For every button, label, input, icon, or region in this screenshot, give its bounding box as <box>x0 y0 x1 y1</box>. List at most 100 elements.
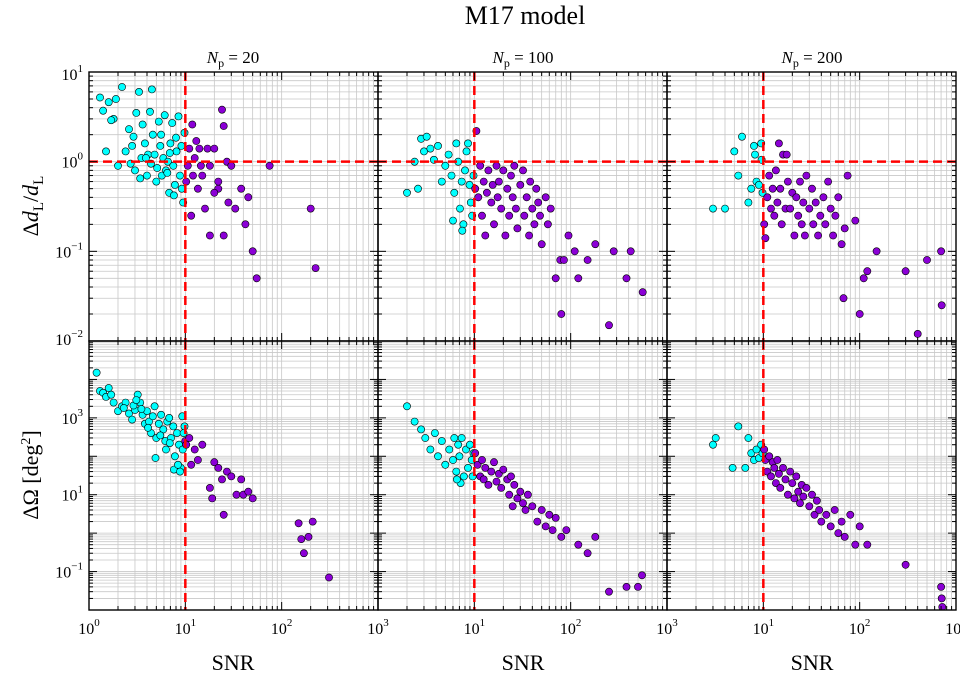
data-point <box>622 274 631 283</box>
data-point <box>536 211 544 220</box>
data-point <box>176 467 184 476</box>
points <box>709 422 947 610</box>
data-point <box>174 112 183 121</box>
data-point <box>154 117 163 126</box>
data-point <box>923 256 931 264</box>
data-point <box>837 240 846 249</box>
data-point <box>224 198 233 207</box>
data-point <box>494 177 503 186</box>
data-point <box>808 184 816 193</box>
data-point <box>104 384 113 392</box>
data-point <box>638 288 647 297</box>
data-point <box>447 171 456 180</box>
data-point <box>136 174 145 183</box>
data-point <box>168 119 177 127</box>
data-point <box>185 144 194 153</box>
data-point <box>775 139 783 148</box>
data-point <box>626 247 635 256</box>
data-point <box>119 404 128 412</box>
data-point <box>147 85 156 94</box>
data-point <box>403 188 411 197</box>
data-point <box>937 247 945 256</box>
data-point <box>417 425 425 434</box>
ticks <box>377 340 668 611</box>
data-point <box>497 204 506 213</box>
data-point <box>297 535 306 543</box>
data-point <box>564 231 573 240</box>
data-point <box>814 231 822 240</box>
data-point <box>465 440 474 449</box>
data-point <box>476 161 485 170</box>
data-point <box>188 120 197 129</box>
data-point <box>730 147 739 156</box>
data-point <box>751 150 759 159</box>
data-point <box>176 171 184 180</box>
panel-frame <box>666 340 957 611</box>
data-point <box>537 240 546 249</box>
data-point <box>709 440 717 449</box>
data-point <box>99 106 107 115</box>
data-point <box>479 177 488 186</box>
data-point <box>157 410 165 419</box>
data-point <box>796 177 804 186</box>
data-point <box>544 220 552 229</box>
y-tick-label: 101 <box>62 484 84 505</box>
data-point <box>750 141 758 150</box>
data-point <box>474 193 483 202</box>
data-point <box>843 171 852 180</box>
data-point <box>510 161 519 170</box>
data-point <box>921 609 924 610</box>
data-point <box>198 171 207 180</box>
data-point <box>459 472 468 481</box>
data-point <box>222 467 231 476</box>
data-point <box>208 494 217 503</box>
data-point <box>840 224 849 233</box>
data-point <box>528 204 537 213</box>
data-point <box>799 492 808 501</box>
x-tick-label: 100 <box>78 617 100 638</box>
data-point <box>169 422 178 431</box>
data-point <box>721 204 729 213</box>
data-point <box>548 526 557 534</box>
data-point <box>462 147 471 156</box>
data-point <box>102 147 110 156</box>
data-point <box>410 417 419 426</box>
points <box>96 83 320 283</box>
data-point <box>177 141 186 150</box>
data-point <box>503 184 512 193</box>
x-tick-label: 102 <box>271 617 293 638</box>
data-point <box>796 499 804 508</box>
data-point <box>437 437 446 445</box>
data-point <box>516 180 525 189</box>
data-point <box>174 460 182 469</box>
y-tick-label: 100 <box>62 151 84 172</box>
points <box>403 402 646 596</box>
data-point <box>786 467 795 476</box>
data-point <box>210 188 219 197</box>
data-point <box>135 88 143 96</box>
data-point <box>508 193 517 202</box>
data-point <box>422 132 431 141</box>
x-tick-label: 101 <box>175 617 197 638</box>
data-point <box>937 594 946 603</box>
data-point <box>901 560 910 569</box>
data-point <box>507 472 515 481</box>
data-point <box>541 193 550 202</box>
data-point <box>528 502 537 511</box>
data-point <box>445 445 454 454</box>
data-point <box>516 487 525 496</box>
data-point <box>728 463 737 472</box>
data-point <box>464 139 472 148</box>
data-point <box>913 329 922 338</box>
panel-dl-1: 10−2 10−1 100 101 <box>55 63 379 349</box>
data-point <box>786 204 795 213</box>
points <box>403 127 647 330</box>
data-point <box>824 177 832 186</box>
data-point <box>574 540 583 549</box>
data-point <box>148 412 157 421</box>
data-point <box>137 405 146 413</box>
data-point <box>473 460 482 469</box>
data-point <box>524 490 532 499</box>
data-point <box>210 458 219 467</box>
